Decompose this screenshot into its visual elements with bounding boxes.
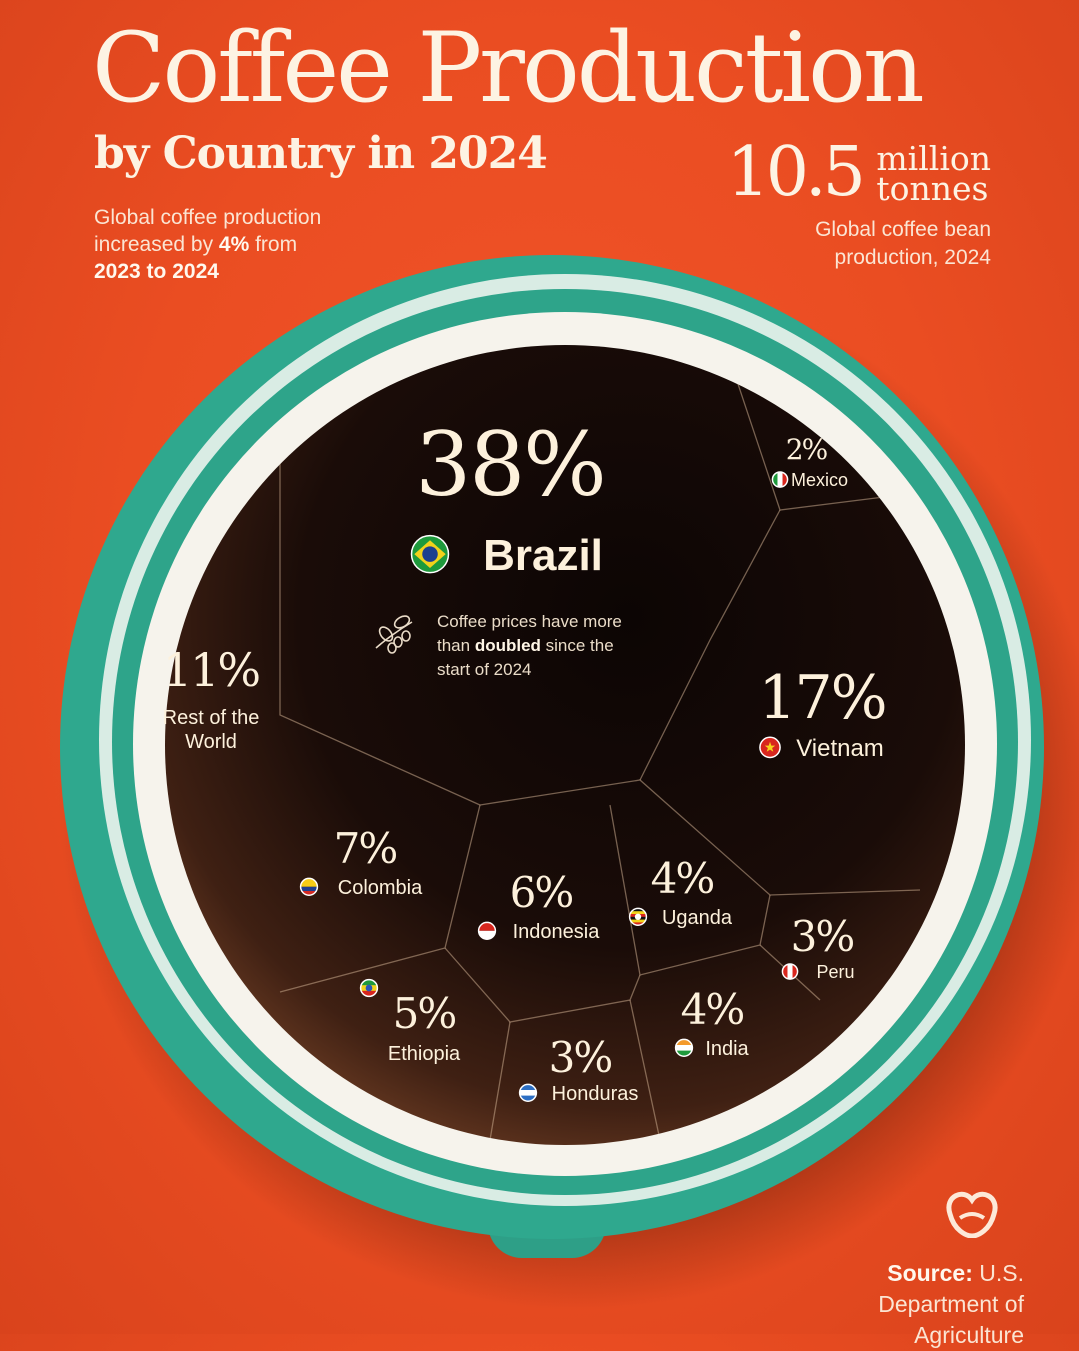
indonesia-flag-icon <box>477 921 497 940</box>
cell-borders <box>279 345 921 1141</box>
callout-bold: doubled <box>474 636 541 655</box>
total-caption-line1: Global coffee bean <box>815 218 991 241</box>
ethiopia-flag-icon <box>359 978 379 998</box>
cell-percent: 11% <box>163 643 260 697</box>
coffee-branch-icon <box>375 615 413 654</box>
price-callout: Coffee prices have more than doubled sin… <box>437 610 627 682</box>
total-unit: million tonnes <box>876 142 991 205</box>
source-note: Source: U.S. Department of Agriculture <box>764 1258 1024 1351</box>
coffee-surface <box>165 345 965 1145</box>
cell-ethiopia: 5% Ethiopia <box>359 978 461 1065</box>
cell-percent: 38% <box>415 413 605 516</box>
peru-flag-icon <box>781 963 799 980</box>
growth-note-line1: Global coffee production <box>94 206 322 229</box>
callout-text-a: Coffee prices have more than <box>437 612 622 655</box>
cell-peru: 3%Peru <box>781 912 855 982</box>
cell-label: Vietnam <box>796 735 884 762</box>
cell-label: Honduras <box>552 1083 639 1105</box>
total-unit-line1: million <box>876 139 991 178</box>
cell-label: Colombia <box>338 877 423 899</box>
callout-text-b: since the start of 2024 <box>437 636 614 679</box>
cell-percent: 5% <box>393 989 456 1038</box>
cell-label: Ethiopia <box>388 1043 461 1065</box>
cell-percent: 2% <box>786 433 828 466</box>
cell-india: 4% India <box>674 985 750 1060</box>
cell-percent: 3% <box>791 912 854 961</box>
total-production: 10.5 million tonnes <box>727 138 992 208</box>
cell-uganda: 4% Uganda <box>628 854 733 929</box>
total-unit-line2: tonnes <box>876 169 989 208</box>
cell-honduras: 3%Honduras <box>518 1033 639 1105</box>
brazil-flag-icon <box>410 534 450 574</box>
cell-label: Rest of the <box>163 707 260 729</box>
growth-note-line2: increased by <box>94 233 219 256</box>
cell-percent: 4% <box>681 985 744 1034</box>
total-caption: Global coffee bean production, 2024 <box>771 216 991 272</box>
cell-mexico: 2% Mexico <box>771 433 848 490</box>
cell-label: Indonesia <box>513 921 601 943</box>
total-caption-line2: production, 2024 <box>834 246 991 269</box>
chart-subtitle: by Country in 2024 <box>94 128 548 179</box>
cell-percent: 4% <box>651 854 714 903</box>
growth-note-value: 4% <box>218 233 250 256</box>
source-label: Source: <box>887 1260 973 1286</box>
cell-percent: 7% <box>334 824 397 873</box>
uganda-flag-icon <box>628 907 648 926</box>
total-value: 10.5 <box>726 133 866 212</box>
cell-indonesia: 6% Indonesia <box>477 868 601 943</box>
mexico-flag-icon <box>771 471 789 488</box>
publisher-logo-icon <box>946 1191 998 1238</box>
cell-vietnam: 17%Vietnam <box>758 663 887 762</box>
chart-title: Coffee Production <box>92 12 925 124</box>
cell-label: Brazil <box>483 531 603 580</box>
cell-label: India <box>705 1038 749 1060</box>
cell-label: Mexico <box>791 470 848 490</box>
cell-label: World <box>185 731 237 753</box>
vietnam-flag-icon <box>759 736 781 759</box>
growth-note-years: 2023 to 2024 <box>94 260 219 283</box>
india-flag-icon <box>674 1038 694 1057</box>
cell-label: Peru <box>816 962 854 982</box>
honduras-flag-icon <box>518 1083 538 1102</box>
cell-brazil: 38% Brazil <box>410 413 607 580</box>
cell-percent: 3% <box>549 1033 612 1082</box>
cell-label: Uganda <box>662 907 733 929</box>
cell-percent: 17% <box>758 663 885 733</box>
growth-note: Global coffee production increased by 4%… <box>94 204 374 285</box>
cell-percent: 6% <box>510 868 573 917</box>
growth-note-from: from <box>249 233 298 256</box>
colombia-flag-icon <box>299 877 319 896</box>
cell-colombia: 7% Colombia <box>299 824 423 899</box>
